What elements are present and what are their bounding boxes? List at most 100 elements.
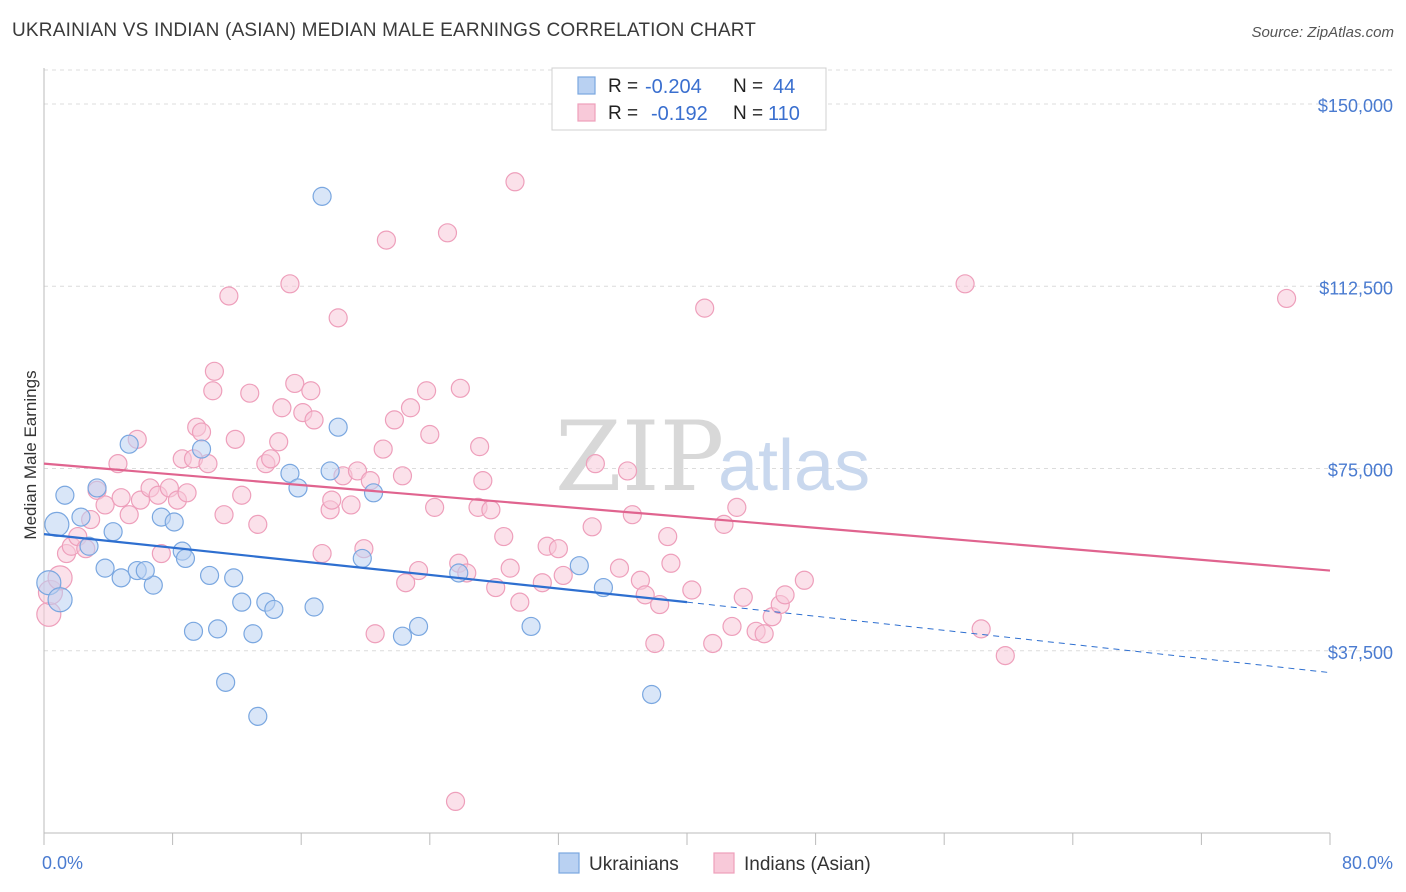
ukrainians-point: [521, 616, 541, 637]
indians-point: [119, 505, 139, 525]
indians-point: [269, 432, 289, 452]
indians-point: [248, 514, 268, 534]
legend-box: [551, 67, 827, 131]
trend-line-indians: [43, 462, 1331, 572]
ukrainians-point: [312, 186, 332, 206]
legend-swatch-indians: [577, 103, 596, 122]
indians-point: [341, 495, 361, 515]
indians-point: [328, 308, 348, 328]
indians-point: [214, 505, 234, 525]
ukrainians-point: [55, 485, 75, 505]
indians-point: [473, 471, 493, 491]
indians-point: [111, 488, 131, 508]
legend-bottom: Ukrainians Indians (Asian): [558, 852, 871, 875]
ukrainians-point: [87, 478, 107, 498]
ukrainians-point: [280, 463, 300, 483]
indians-point: [661, 553, 681, 573]
axes: [43, 68, 1331, 845]
indians-point: [225, 429, 245, 449]
indians-point: [312, 543, 332, 564]
ukrainians-point: [224, 568, 244, 588]
ukrainians-point: [264, 599, 284, 620]
indians-point: [437, 223, 458, 243]
indians-point: [219, 286, 239, 306]
indians-point: [622, 505, 642, 525]
indians-point: [301, 381, 321, 401]
y-tick-label: $150,000: [1318, 96, 1393, 116]
indians-point: [261, 449, 281, 469]
indians-point: [635, 585, 655, 605]
indians-point: [240, 383, 260, 403]
indians-point: [108, 454, 128, 474]
indians-point: [445, 791, 466, 812]
ukrainians-point: [248, 706, 268, 726]
indians-point: [400, 398, 421, 418]
indians-point: [794, 570, 814, 590]
watermark-zip: ZIP: [555, 401, 724, 513]
indians-point: [420, 424, 440, 445]
indians-point: [553, 565, 573, 586]
ukrainians-point: [199, 565, 220, 586]
indians-point: [727, 497, 747, 517]
legend-r-value: -0.192: [651, 103, 708, 125]
legend-n-value: 44: [773, 76, 795, 98]
ukrainians-point: [71, 507, 91, 527]
indians-point: [609, 558, 630, 578]
ukrainians-point: [352, 548, 372, 569]
indians-point: [285, 373, 305, 394]
legend-n-label: N =: [733, 76, 763, 97]
y-tick-label: $75,000: [1328, 461, 1393, 481]
ukrainians-point: [103, 522, 123, 542]
indians-point: [347, 461, 368, 481]
indians-point: [322, 490, 342, 510]
legend-n-value: 110: [768, 103, 800, 125]
ukrainians-point: [208, 619, 228, 639]
indians-point: [396, 573, 416, 593]
indians-point: [682, 580, 702, 600]
indians-point: [733, 587, 753, 607]
legend-n-label: N =: [733, 103, 763, 124]
indians-point: [505, 172, 525, 192]
indians-point: [775, 585, 795, 605]
indians-point: [365, 624, 385, 644]
ukrainians-point: [288, 478, 308, 498]
ukrainians-point: [164, 512, 184, 532]
indians-point: [510, 592, 530, 612]
indians-point: [494, 526, 514, 547]
ukrainians-point: [111, 568, 131, 588]
ukrainians-point: [408, 616, 429, 637]
ukrainians-point: [95, 558, 115, 578]
chart-source: Source: ZipAtlas.com: [1251, 24, 1394, 41]
indians-point: [384, 410, 405, 430]
indians-point: [232, 485, 252, 505]
indians-point: [177, 483, 197, 503]
data-points: [36, 172, 1297, 812]
ukrainians-point: [143, 575, 163, 595]
indians-point: [703, 633, 723, 654]
y-tick-label: $112,500: [1319, 278, 1393, 298]
y-axis-label: Median Male Earnings: [21, 370, 40, 539]
indians-point: [392, 466, 413, 486]
trend-lines: [43, 462, 1331, 674]
indians-point: [754, 624, 774, 644]
indians-point: [645, 633, 665, 654]
ukrainians-point: [191, 439, 212, 459]
indians-point: [191, 422, 212, 442]
indians-point: [280, 274, 300, 294]
grid-lines: [44, 69, 1395, 652]
indians-point: [95, 495, 115, 515]
legend-label-indians: Indians (Asian): [744, 854, 871, 875]
indians-point: [971, 619, 991, 639]
x-tick-labels: 0.0% 80.0%: [42, 853, 1393, 873]
ukrainians-point: [642, 684, 662, 705]
indians-point: [408, 560, 429, 581]
indians-point: [500, 558, 520, 578]
y-tick-labels: $150,000 $112,500 $75,000 $37,500: [1318, 96, 1393, 663]
indians-point: [203, 381, 223, 401]
legend-r-label: R =: [608, 76, 638, 97]
ukrainians-point: [47, 587, 73, 613]
ukrainians-point: [44, 511, 70, 537]
indians-point: [272, 398, 292, 418]
indians-point: [582, 517, 602, 537]
